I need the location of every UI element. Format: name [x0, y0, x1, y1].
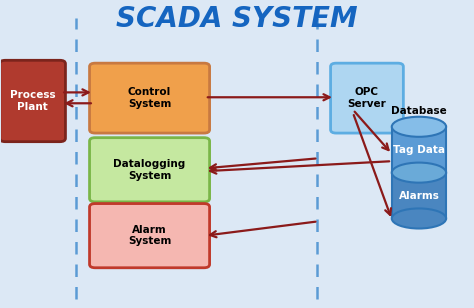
- Ellipse shape: [392, 209, 446, 229]
- Text: SCADA SYSTEM: SCADA SYSTEM: [116, 5, 358, 33]
- Text: Database: Database: [391, 106, 447, 116]
- Ellipse shape: [392, 163, 446, 183]
- Bar: [392, 172, 446, 218]
- Text: Process
Plant: Process Plant: [10, 90, 55, 112]
- FancyBboxPatch shape: [0, 60, 65, 142]
- FancyBboxPatch shape: [90, 204, 210, 268]
- Text: Alarm
System: Alarm System: [128, 225, 171, 246]
- FancyBboxPatch shape: [90, 63, 210, 133]
- FancyBboxPatch shape: [330, 63, 403, 133]
- FancyBboxPatch shape: [90, 138, 210, 202]
- Text: Tag Data: Tag Data: [393, 145, 445, 155]
- Text: Alarms: Alarms: [399, 191, 439, 201]
- Text: Control
System: Control System: [128, 87, 171, 109]
- Ellipse shape: [392, 117, 446, 137]
- Bar: [392, 127, 446, 172]
- Text: OPC
Server: OPC Server: [347, 87, 386, 109]
- Text: Datalogging
System: Datalogging System: [113, 159, 186, 180]
